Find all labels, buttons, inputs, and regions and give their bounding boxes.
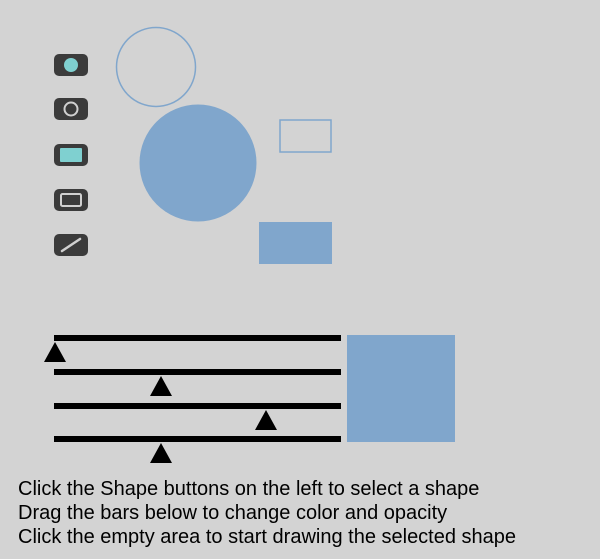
filled-rectangle-tool-button[interactable] bbox=[54, 144, 88, 166]
line-tool-button[interactable] bbox=[54, 234, 88, 256]
filled-circle-icon bbox=[64, 58, 78, 72]
outline-circle-tool-button[interactable] bbox=[54, 98, 88, 120]
instruction-line-2: Drag the bars below to change color and … bbox=[18, 502, 448, 524]
instructions: Click the Shape buttons on the left to s… bbox=[18, 477, 598, 549]
drawn-outline-circle bbox=[115, 26, 197, 108]
drawn-filled-rectangle bbox=[259, 222, 332, 264]
opacity-slider-track[interactable] bbox=[54, 436, 341, 442]
drawn-outline-rectangle bbox=[279, 119, 332, 153]
filled-circle-tool-button[interactable] bbox=[54, 54, 88, 76]
instruction-line-1: Click the Shape buttons on the left to s… bbox=[18, 478, 480, 500]
filled-rectangle-icon bbox=[60, 148, 82, 162]
drawn-filled-circle bbox=[139, 104, 257, 222]
instruction-line-3: Click the empty area to start drawing th… bbox=[18, 526, 517, 548]
red-slider-track[interactable] bbox=[54, 335, 341, 341]
green-slider-track[interactable] bbox=[54, 369, 341, 375]
outline-rectangle-tool-button[interactable] bbox=[54, 189, 88, 211]
line-icon bbox=[60, 237, 82, 253]
outline-circle-icon bbox=[63, 101, 79, 117]
outline-rectangle-icon bbox=[60, 193, 82, 207]
blue-slider-handle[interactable] bbox=[255, 410, 278, 430]
color-preview-swatch bbox=[347, 335, 455, 442]
opacity-slider-handle[interactable] bbox=[149, 443, 172, 463]
red-slider-handle[interactable] bbox=[44, 342, 66, 362]
drawn-shapes bbox=[115, 26, 332, 264]
green-slider-handle[interactable] bbox=[149, 376, 172, 396]
blue-slider-track[interactable] bbox=[54, 403, 341, 409]
